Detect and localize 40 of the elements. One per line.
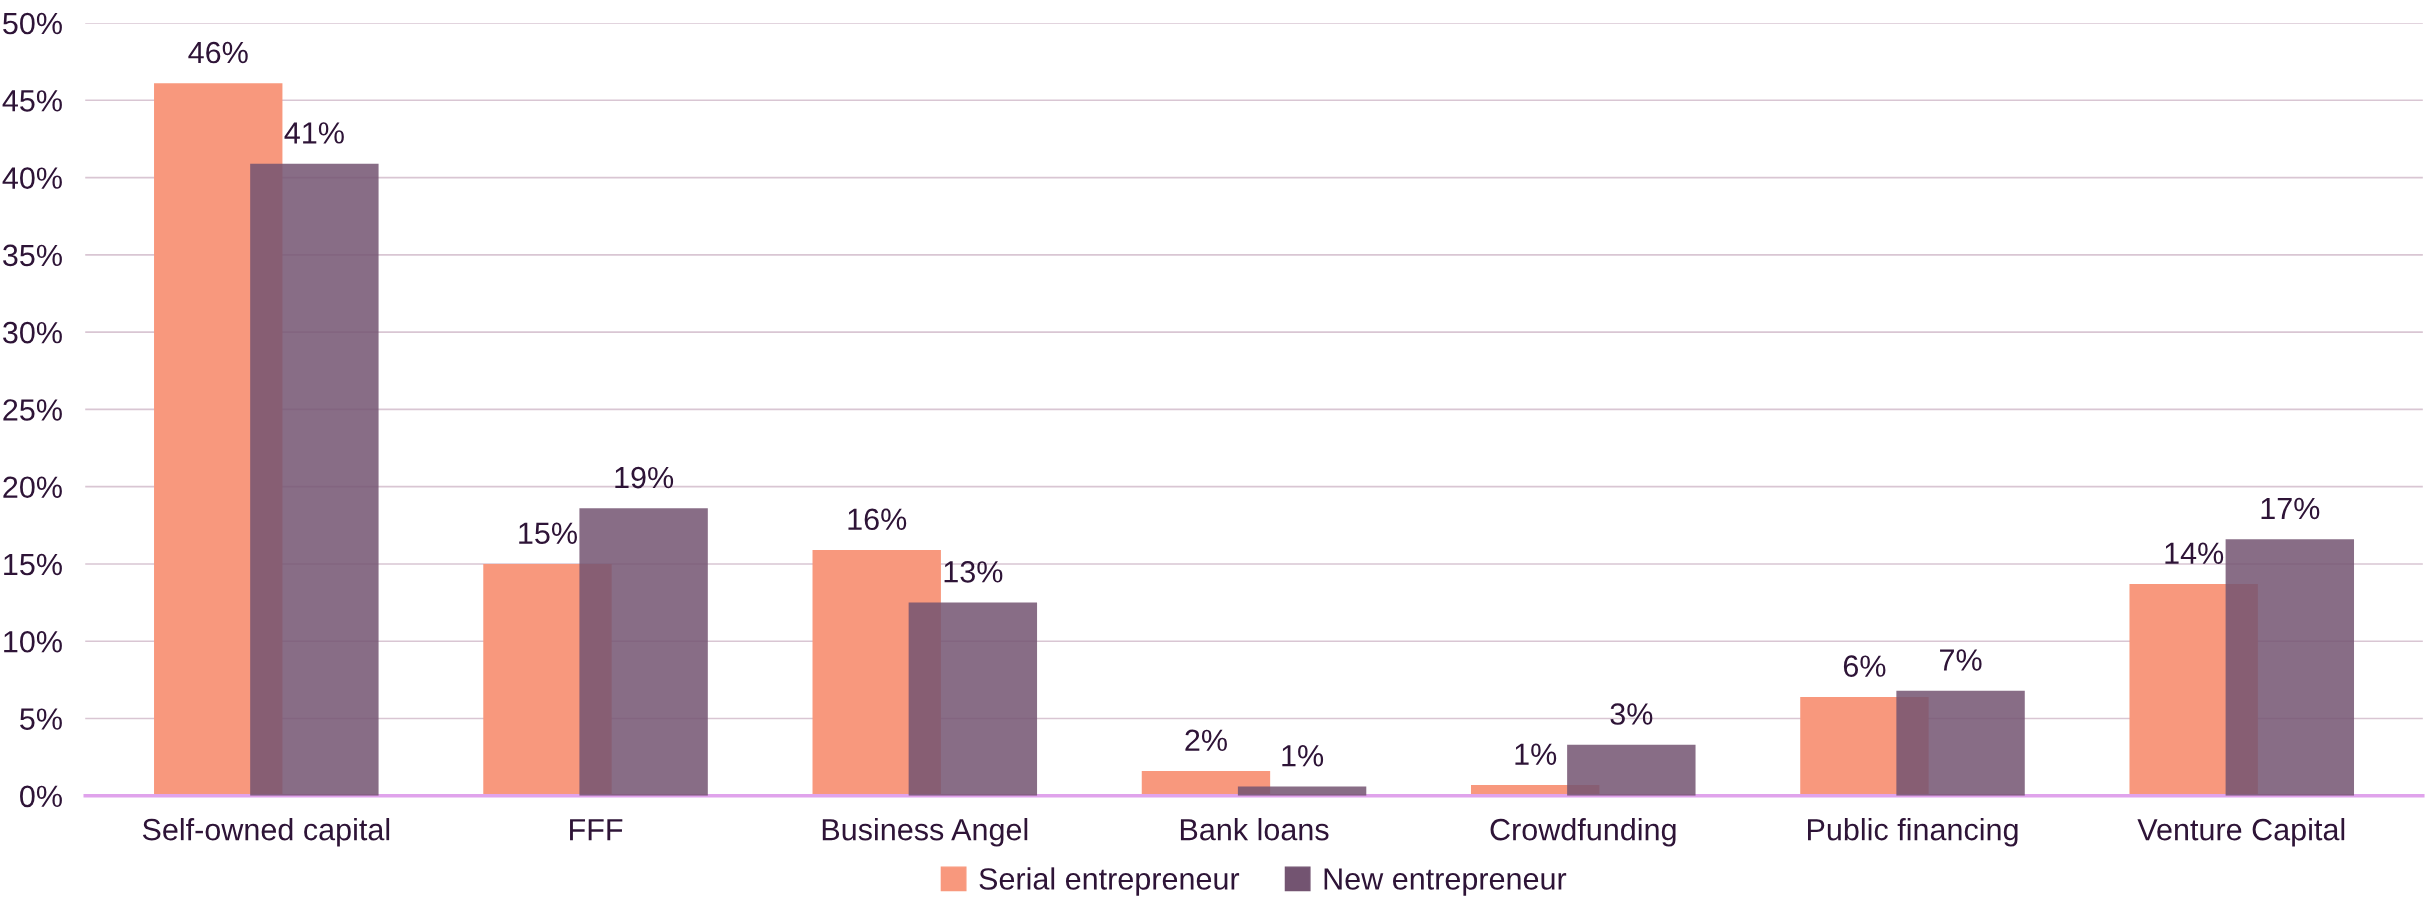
- x-tick-label: Self-owned capital: [142, 818, 390, 847]
- data-label: 3%: [1610, 703, 1653, 725]
- y-tick-label: 10%: [4, 630, 62, 653]
- bar: [908, 602, 1038, 796]
- data-label: 2%: [1185, 729, 1227, 752]
- y-tick-label: 20%: [3, 476, 62, 499]
- data-label: 19%: [615, 466, 674, 489]
- data-label: 1%: [1282, 745, 1324, 767]
- data-label: 17%: [2261, 497, 2320, 520]
- legend-label: Serial entrepreneur: [979, 867, 1240, 896]
- legend-label: New entrepreneur: [1324, 868, 1567, 896]
- y-tick-label: 35%: [3, 244, 62, 267]
- bar: [250, 163, 379, 796]
- x-tick-label: Crowdfunding: [1490, 818, 1676, 847]
- y-tick-label: 30%: [3, 321, 62, 344]
- y-tick-label: 40%: [2, 167, 62, 189]
- data-label: 16%: [848, 508, 907, 531]
- y-tick-label: 0%: [20, 785, 62, 808]
- data-label: 1%: [1515, 743, 1557, 765]
- y-tick-label: 25%: [3, 399, 62, 421]
- data-label: 13%: [944, 561, 1003, 583]
- y-tick-label: 5%: [20, 708, 62, 730]
- data-label: 6%: [1843, 655, 1886, 677]
- x-tick-label: Public financing: [1808, 818, 2018, 847]
- bar: [1896, 690, 2025, 796]
- data-label: 46%: [188, 41, 248, 64]
- x-tick-label: Business Angel: [822, 818, 1028, 847]
- x-tick-label: Venture Capital: [2137, 818, 2345, 847]
- x-tick-label: FFF: [570, 819, 623, 841]
- y-tick-label: 50%: [3, 12, 62, 35]
- bar: [2225, 539, 2355, 796]
- bar: [1567, 744, 1696, 796]
- data-label: 41%: [284, 122, 344, 144]
- data-label: 14%: [2165, 542, 2224, 565]
- data-label: 7%: [1940, 649, 1982, 671]
- bar: [579, 508, 708, 796]
- y-tick-label: 45%: [2, 90, 62, 112]
- data-label: 15%: [519, 522, 577, 545]
- x-tick-label: Bank loans: [1180, 818, 1329, 841]
- y-tick-label: 15%: [4, 553, 62, 576]
